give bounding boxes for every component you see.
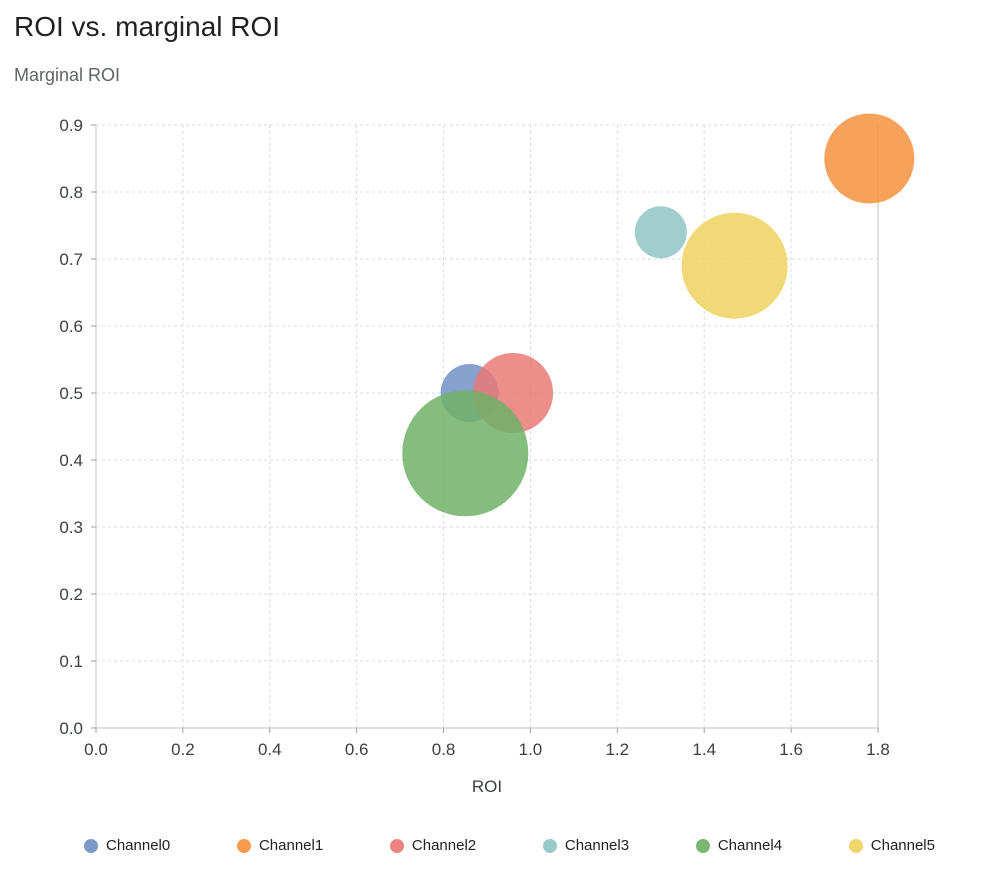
bubble-channel4[interactable] bbox=[402, 390, 529, 517]
x-axis-title: ROI bbox=[472, 777, 502, 796]
y-tick-label: 0.3 bbox=[59, 518, 83, 537]
chart-title: ROI vs. marginal ROI bbox=[14, 11, 281, 42]
legend-item-channel1[interactable]: Channel1 bbox=[236, 837, 324, 855]
legend-label: Channel0 bbox=[106, 837, 171, 855]
x-tick-label: 0.4 bbox=[258, 740, 282, 759]
y-tick-label: 0.2 bbox=[59, 585, 83, 604]
x-tick-label: 0.8 bbox=[432, 740, 456, 759]
bubble-channel3[interactable] bbox=[634, 206, 687, 259]
y-tick-label: 0.8 bbox=[59, 183, 83, 202]
legend-label: Channel1 bbox=[258, 837, 324, 855]
chart-legend: Channel0 Channel1 Channel2 Channel3 Channel4… bbox=[14, 837, 996, 854]
legend-item-channel5[interactable]: Channel5 bbox=[848, 837, 935, 855]
y-tick-label: 0.1 bbox=[59, 652, 83, 671]
bubble-chart-svg: 0.0 0.2 0.4 0.6 0.8 1.0 1.2 1.4 1.6 1.8 0.0 0.1 0.2 0… bbox=[59, 113, 915, 796]
legend-dot-icon bbox=[695, 838, 710, 853]
legend-label: Channel4 bbox=[717, 837, 783, 855]
legend-label: Channel5 bbox=[870, 837, 935, 855]
legend-dot-icon bbox=[236, 838, 251, 853]
x-tick-label: 1.4 bbox=[692, 740, 716, 759]
y-axis-title: Marginal ROI bbox=[14, 64, 121, 85]
bubble-channel5[interactable] bbox=[681, 213, 788, 320]
bubble-channel1[interactable] bbox=[824, 113, 915, 204]
chart-page: ROI vs. marginal ROI Marginal ROI 0.0 0.2… bbox=[0, 11, 996, 854]
legend-item-channel4[interactable]: Channel4 bbox=[695, 837, 783, 855]
x-tick-label: 0.0 bbox=[84, 740, 108, 759]
legend-dot-icon bbox=[542, 838, 557, 853]
x-tick-label: 1.8 bbox=[866, 740, 890, 759]
x-tick-label: 0.2 bbox=[171, 740, 195, 759]
y-tick-label: 0.9 bbox=[59, 116, 83, 135]
y-tick-label: 0.5 bbox=[59, 384, 83, 403]
x-tick-label: 1.0 bbox=[519, 740, 543, 759]
x-tick-label: 1.2 bbox=[606, 740, 630, 759]
x-tick-label: 0.6 bbox=[345, 740, 369, 759]
y-tick-label: 0.4 bbox=[59, 451, 83, 470]
x-tick-label: 1.6 bbox=[779, 740, 803, 759]
legend-dot-icon bbox=[389, 838, 404, 853]
legend-dot-icon bbox=[848, 838, 863, 853]
y-tick-label: 0.6 bbox=[59, 317, 83, 336]
y-tick-label: 0.7 bbox=[59, 250, 83, 269]
legend-dot-icon bbox=[84, 838, 98, 853]
legend-item-channel3[interactable]: Channel3 bbox=[542, 837, 630, 855]
legend-item-channel2[interactable]: Channel2 bbox=[389, 837, 477, 855]
bubble-chart: 0.0 0.2 0.4 0.6 0.8 1.0 1.2 1.4 1.6 1.8 0.0 0.1 0.2 0… bbox=[0, 85, 996, 805]
legend-label: Channel2 bbox=[411, 837, 477, 855]
legend-item-channel0[interactable]: Channel0 bbox=[84, 837, 170, 854]
y-tick-label: 0.0 bbox=[59, 719, 83, 738]
legend-label: Channel3 bbox=[564, 837, 630, 855]
